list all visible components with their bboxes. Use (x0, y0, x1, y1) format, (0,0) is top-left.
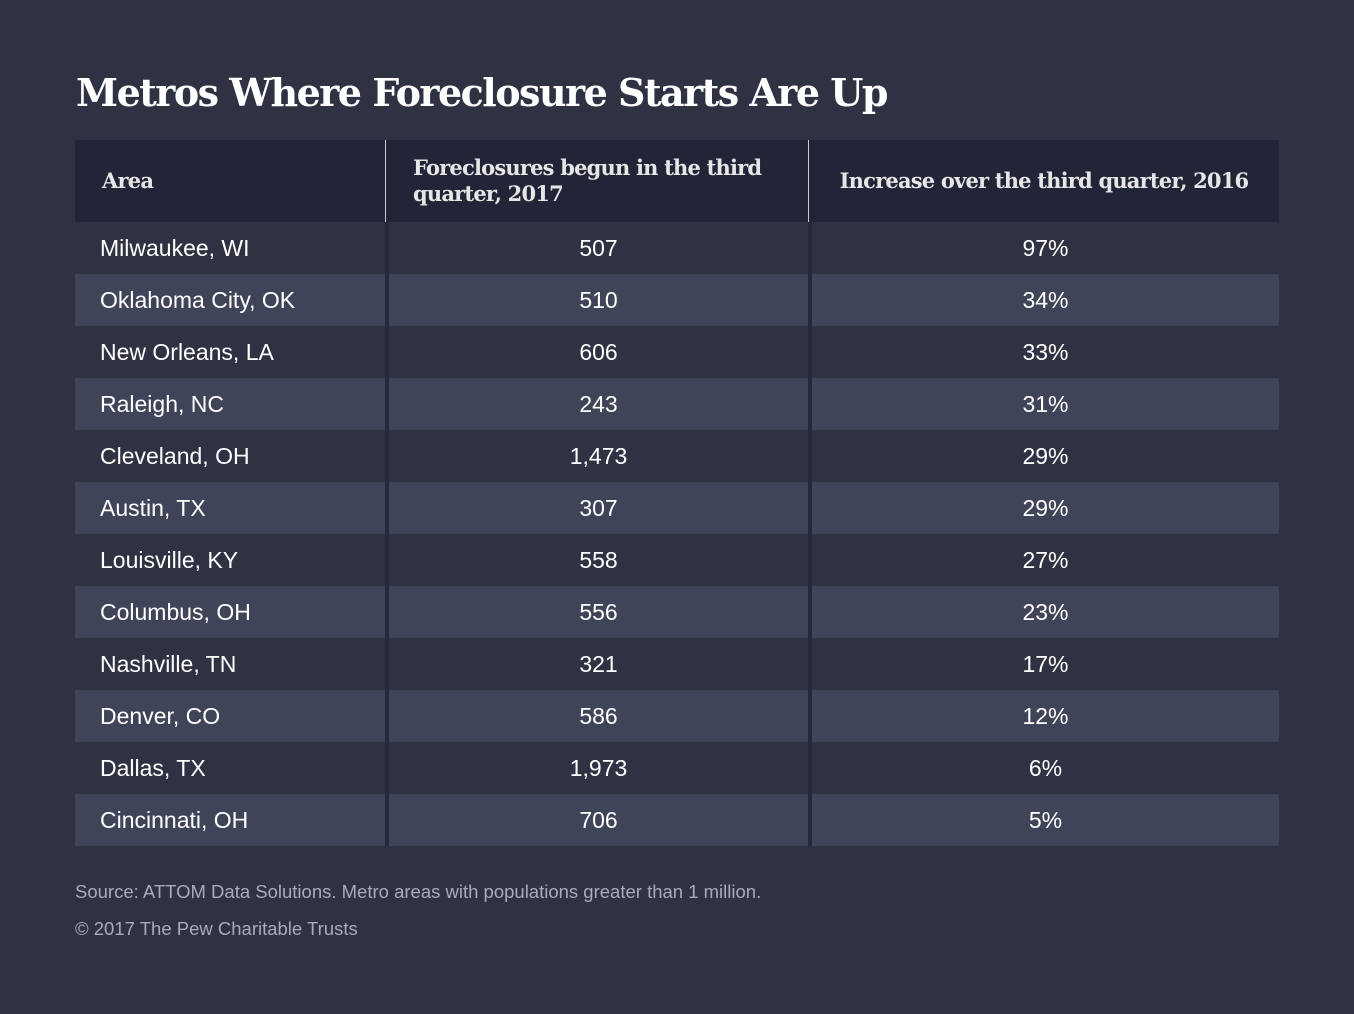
cell-foreclosures: 586 (385, 690, 808, 742)
cell-increase: 17% (808, 638, 1279, 690)
cell-foreclosures: 321 (385, 638, 808, 690)
cell-foreclosures: 510 (385, 274, 808, 326)
table-row: Milwaukee, WI 507 97% (75, 222, 1279, 274)
cell-increase: 27% (808, 534, 1279, 586)
cell-area: Dallas, TX (100, 754, 206, 781)
cell-foreclosures: 1,473 (385, 430, 808, 482)
cell-increase: 29% (808, 482, 1279, 534)
cell-area: Cleveland, OH (100, 442, 250, 469)
table-row: Austin, TX 307 29% (75, 482, 1279, 534)
cell-area: Cincinnati, OH (100, 806, 249, 833)
table-row: Dallas, TX 1,973 6% (75, 742, 1279, 794)
cell-area: Louisville, KY (100, 546, 239, 573)
cell-area: Denver, CO (100, 702, 221, 729)
cell-foreclosures: 243 (385, 378, 808, 430)
table-row: Raleigh, NC 243 31% (75, 378, 1279, 430)
cell-foreclosures: 706 (385, 794, 808, 846)
source-note: Source: ATTOM Data Solutions. Metro area… (75, 881, 762, 902)
cell-area: Nashville, TN (100, 650, 237, 677)
cell-area: Raleigh, NC (100, 390, 224, 417)
cell-foreclosures: 558 (385, 534, 808, 586)
column-header-increase: Increase over the third quarter, 2016 (808, 140, 1279, 222)
column-header-foreclosures: Foreclosures begun in the third quarter,… (385, 140, 808, 222)
cell-foreclosures: 606 (385, 326, 808, 378)
table-row: New Orleans, LA 606 33% (75, 326, 1279, 378)
cell-area: Oklahoma City, OK (100, 286, 296, 313)
cell-area: Austin, TX (100, 494, 206, 521)
cell-area: New Orleans, LA (100, 338, 274, 365)
chart-title: Metros Where Foreclosure Starts Are Up (76, 70, 888, 115)
table-header: Area Foreclosures begun in the third qua… (75, 140, 1279, 222)
table-row: Columbus, OH 556 23% (75, 586, 1279, 638)
cell-increase: 5% (808, 794, 1279, 846)
copyright-note: © 2017 The Pew Charitable Trusts (75, 918, 358, 939)
cell-foreclosures: 507 (385, 222, 808, 274)
cell-area: Columbus, OH (100, 598, 251, 625)
cell-increase: 6% (808, 742, 1279, 794)
data-table: Area Foreclosures begun in the third qua… (75, 140, 1279, 846)
table-row: Nashville, TN 321 17% (75, 638, 1279, 690)
table-row: Louisville, KY 558 27% (75, 534, 1279, 586)
cell-increase: 23% (808, 586, 1279, 638)
cell-foreclosures: 556 (385, 586, 808, 638)
cell-increase: 12% (808, 690, 1279, 742)
cell-increase: 29% (808, 430, 1279, 482)
column-header-area: Area (102, 168, 154, 193)
table-row: Denver, CO 586 12% (75, 690, 1279, 742)
cell-increase: 33% (808, 326, 1279, 378)
table-row: Cleveland, OH 1,473 29% (75, 430, 1279, 482)
cell-increase: 34% (808, 274, 1279, 326)
cell-foreclosures: 1,973 (385, 742, 808, 794)
table-row: Cincinnati, OH 706 5% (75, 794, 1279, 846)
table-body: Milwaukee, WI 507 97% Oklahoma City, OK 510 3… (75, 222, 1279, 846)
cell-increase: 31% (808, 378, 1279, 430)
cell-area: Milwaukee, WI (100, 234, 250, 261)
cell-increase: 97% (808, 222, 1279, 274)
table-row: Oklahoma City, OK 510 34% (75, 274, 1279, 326)
cell-foreclosures: 307 (385, 482, 808, 534)
